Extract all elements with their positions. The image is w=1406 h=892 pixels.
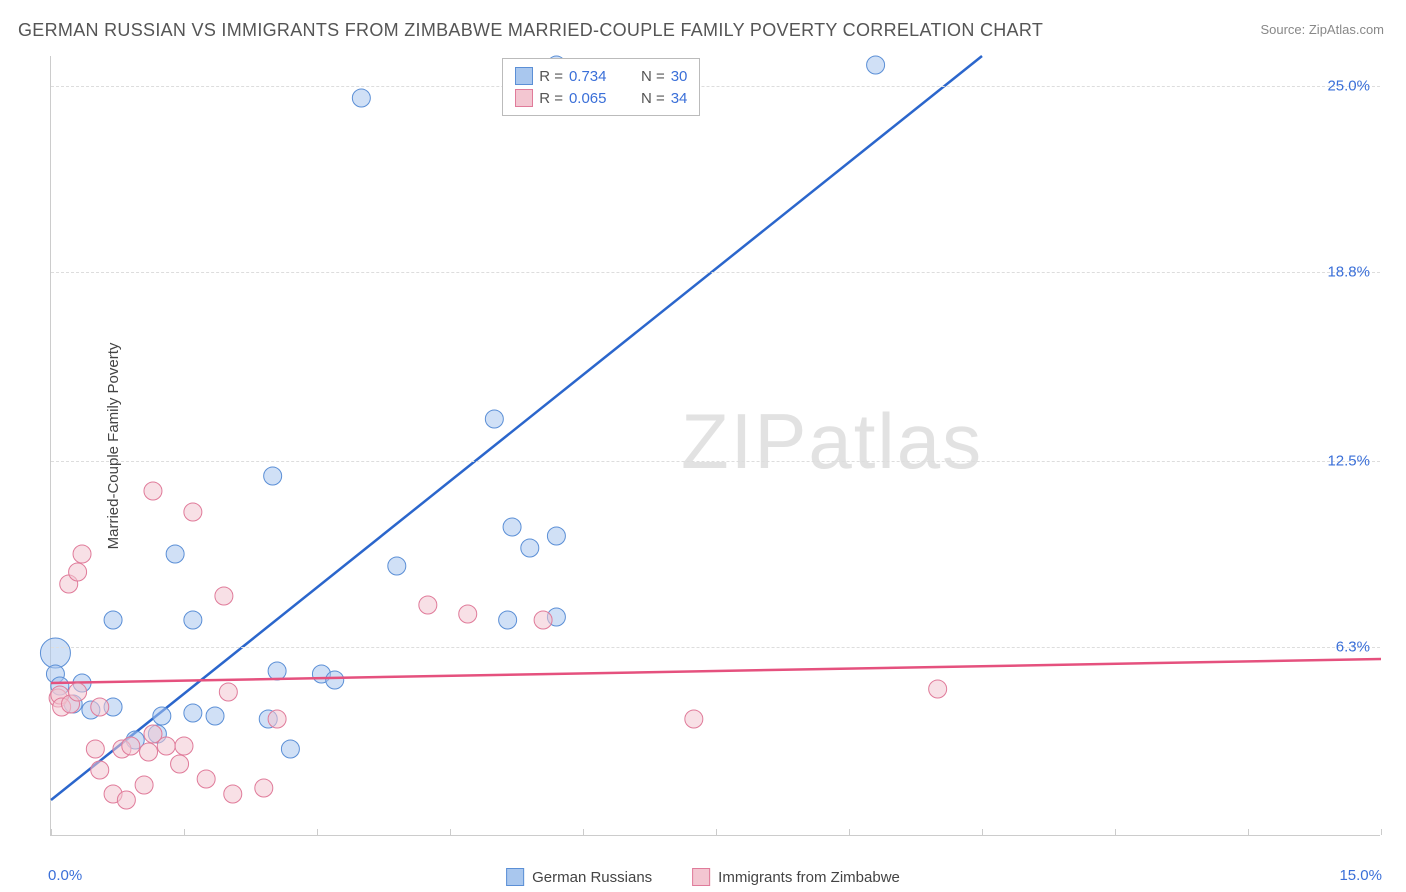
- legend-bottom: German Russians Immigrants from Zimbabwe: [506, 868, 900, 886]
- n-label: N =: [641, 68, 665, 85]
- legend-swatch-2: [692, 868, 710, 886]
- legend-swatch: [515, 67, 533, 85]
- data-point: [459, 605, 477, 623]
- data-point: [255, 779, 273, 797]
- n-label: N =: [641, 90, 665, 107]
- data-point: [264, 467, 282, 485]
- data-point: [184, 611, 202, 629]
- x-tick: [317, 829, 318, 835]
- plot-svg: [51, 56, 1380, 835]
- x-tick: [1248, 829, 1249, 835]
- legend-item-1: German Russians: [506, 868, 652, 886]
- data-point: [521, 539, 539, 557]
- data-point: [117, 791, 135, 809]
- data-point: [547, 527, 565, 545]
- legend-item-2: Immigrants from Zimbabwe: [692, 868, 900, 886]
- data-point: [73, 545, 91, 563]
- data-point: [499, 611, 517, 629]
- source-text: Source: ZipAtlas.com: [1260, 22, 1384, 37]
- y-tick-label: 18.8%: [1327, 264, 1370, 281]
- x-axis-min-label: 0.0%: [48, 867, 82, 884]
- data-point: [122, 737, 140, 755]
- data-point: [91, 761, 109, 779]
- data-point: [144, 482, 162, 500]
- data-point: [69, 683, 87, 701]
- legend-swatch-1: [506, 868, 524, 886]
- r-label: R =: [539, 90, 563, 107]
- data-point: [268, 662, 286, 680]
- legend-top: R = 0.734 N = 30 R = 0.065 N = 34: [502, 58, 700, 116]
- gridline: [51, 272, 1380, 273]
- gridline: [51, 647, 1380, 648]
- legend-top-row: R = 0.734 N = 30: [515, 65, 687, 87]
- x-tick: [583, 829, 584, 835]
- regression-line: [51, 659, 1381, 683]
- data-point: [91, 698, 109, 716]
- gridline: [51, 86, 1380, 87]
- r-value: 0.734: [569, 68, 625, 85]
- n-value: 30: [671, 68, 688, 85]
- data-point: [352, 89, 370, 107]
- data-point: [219, 683, 237, 701]
- data-point: [534, 611, 552, 629]
- data-point: [197, 770, 215, 788]
- data-point: [175, 737, 193, 755]
- x-axis-max-label: 15.0%: [1339, 867, 1382, 884]
- data-point: [171, 755, 189, 773]
- legend-label-2: Immigrants from Zimbabwe: [718, 869, 900, 886]
- data-point: [268, 710, 286, 728]
- data-point: [419, 596, 437, 614]
- y-tick-label: 25.0%: [1327, 78, 1370, 95]
- data-point: [326, 671, 344, 689]
- data-point: [867, 56, 885, 74]
- data-point: [69, 563, 87, 581]
- legend-top-row: R = 0.065 N = 34: [515, 87, 687, 109]
- data-point: [135, 776, 153, 794]
- data-point: [184, 503, 202, 521]
- data-point: [157, 737, 175, 755]
- data-point: [40, 638, 70, 668]
- data-point: [166, 545, 184, 563]
- data-point: [215, 587, 233, 605]
- x-tick: [716, 829, 717, 835]
- x-tick: [849, 829, 850, 835]
- regression-line: [51, 56, 982, 800]
- data-point: [86, 740, 104, 758]
- data-point: [485, 410, 503, 428]
- x-tick: [1381, 829, 1382, 835]
- data-point: [388, 557, 406, 575]
- data-point: [206, 707, 224, 725]
- y-tick-label: 12.5%: [1327, 453, 1370, 470]
- gridline: [51, 461, 1380, 462]
- data-point: [153, 707, 171, 725]
- n-value: 34: [671, 90, 688, 107]
- data-point: [503, 518, 521, 536]
- data-point: [224, 785, 242, 803]
- x-tick: [450, 829, 451, 835]
- data-point: [104, 611, 122, 629]
- x-tick: [1115, 829, 1116, 835]
- data-point: [281, 740, 299, 758]
- legend-swatch: [515, 89, 533, 107]
- data-point: [184, 704, 202, 722]
- r-label: R =: [539, 68, 563, 85]
- data-point: [685, 710, 703, 728]
- data-point: [929, 680, 947, 698]
- legend-label-1: German Russians: [532, 869, 652, 886]
- x-tick: [51, 829, 52, 835]
- y-tick-label: 6.3%: [1336, 639, 1370, 656]
- data-point: [140, 743, 158, 761]
- x-tick: [184, 829, 185, 835]
- x-tick: [982, 829, 983, 835]
- r-value: 0.065: [569, 90, 625, 107]
- plot-area: ZIPatlas 6.3%12.5%18.8%25.0%: [50, 56, 1380, 836]
- chart-title: GERMAN RUSSIAN VS IMMIGRANTS FROM ZIMBAB…: [18, 20, 1043, 41]
